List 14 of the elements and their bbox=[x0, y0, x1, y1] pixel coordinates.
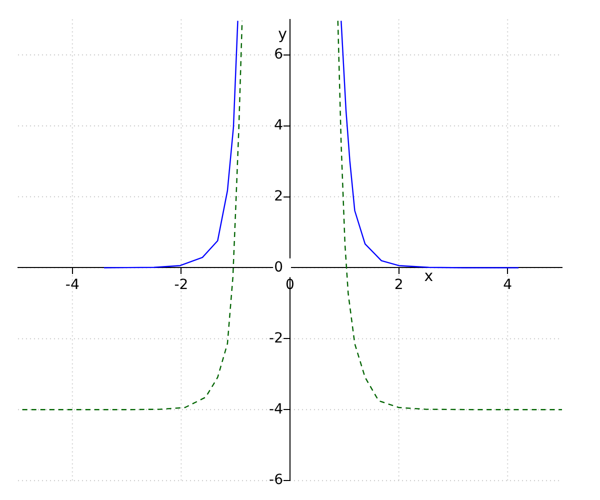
y-tick-label: 0 bbox=[274, 259, 290, 276]
y-tick-label: -2 bbox=[269, 330, 290, 346]
x-tick-label: -2 bbox=[174, 276, 188, 293]
y-axis-title: y bbox=[278, 24, 288, 43]
y-tick-label: -4 bbox=[269, 401, 290, 418]
x-tick-label: -4 bbox=[65, 276, 80, 293]
y-tick-label: 6 bbox=[274, 46, 290, 63]
y-tick-label: 4 bbox=[274, 117, 290, 134]
x-axis-title: x bbox=[424, 267, 434, 286]
x-tick-label: 4 bbox=[503, 276, 512, 293]
y-tick-label: -6 bbox=[269, 472, 290, 488]
y-tick-label: 2 bbox=[274, 188, 290, 204]
x-tick-label: 2 bbox=[394, 276, 404, 293]
line-series bbox=[337, 20, 562, 410]
